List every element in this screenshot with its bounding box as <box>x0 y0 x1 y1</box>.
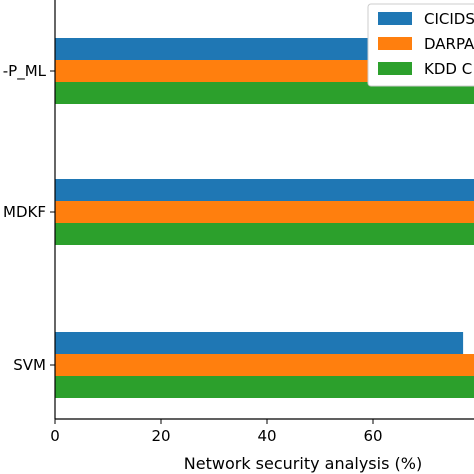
bar-svm-cicids <box>55 332 464 354</box>
x-tick-label: 0 <box>50 427 60 445</box>
legend-label: CICIDS <box>424 10 474 28</box>
x-tick-label: 40 <box>257 427 276 445</box>
x-axis-title: Network security analysis (%) <box>184 454 422 473</box>
x-tick-label: 60 <box>363 427 382 445</box>
bar-mdkf-cicids <box>55 179 474 201</box>
bar-mdkf-kdd-c <box>55 223 474 245</box>
bar-p_ml-kdd-c <box>55 82 474 104</box>
bar-svm-kdd-c <box>55 376 474 398</box>
y-tick-label: MDKF <box>3 203 46 221</box>
bar-svm-darpa <box>55 354 474 376</box>
y-ticks-group: SVM MDKF -P_ML <box>3 62 55 374</box>
legend-swatch <box>378 37 412 50</box>
x-ticks-group: 0 20 40 60 <box>50 419 383 445</box>
x-tick-label: 20 <box>151 427 170 445</box>
bars-group <box>55 38 474 398</box>
y-tick-label: SVM <box>13 356 46 374</box>
legend-swatch <box>378 12 412 25</box>
legend-label: DARPA <box>424 35 474 53</box>
legend-label: KDD C <box>424 60 472 78</box>
y-tick-label: -P_ML <box>3 62 47 81</box>
legend-swatch <box>378 62 412 75</box>
bar-mdkf-darpa <box>55 201 474 223</box>
legend: CICIDS DARPA KDD C <box>367 3 474 87</box>
